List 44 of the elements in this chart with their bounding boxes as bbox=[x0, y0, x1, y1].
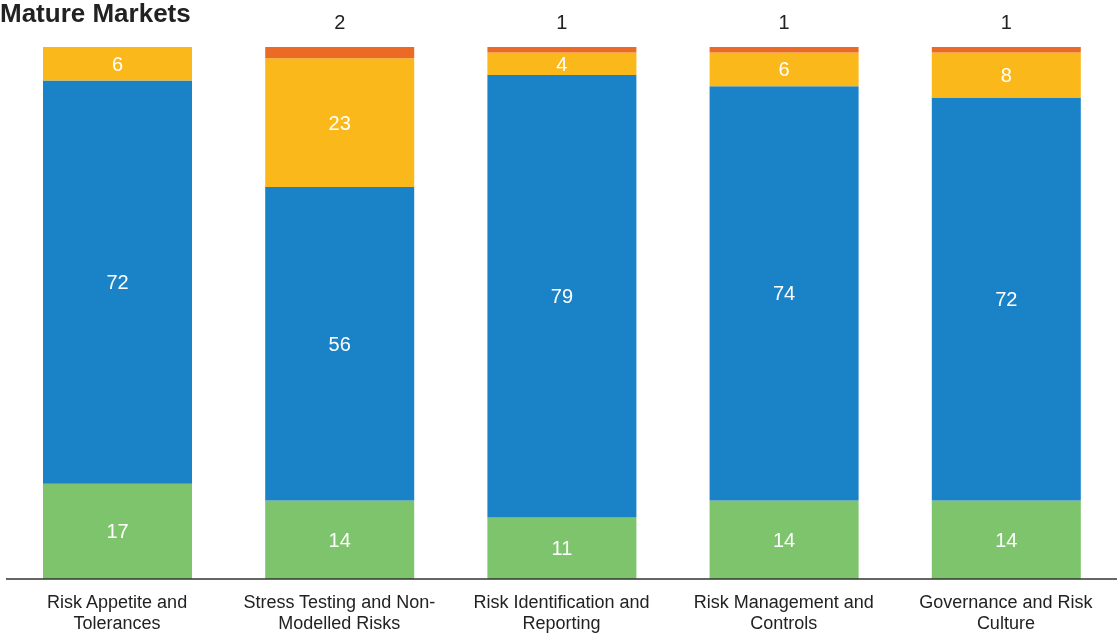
data-label: 17 bbox=[106, 520, 129, 543]
data-label: 2 bbox=[334, 11, 346, 33]
data-label: 11 bbox=[551, 537, 573, 560]
data-label: 6 bbox=[778, 58, 790, 81]
data-label: 14 bbox=[772, 528, 796, 551]
x-tick-label: Risk Management and Controls bbox=[693, 592, 874, 633]
bar bbox=[265, 187, 415, 501]
data-label: 4 bbox=[556, 52, 568, 75]
data-label: 14 bbox=[328, 528, 351, 551]
bar bbox=[709, 47, 859, 53]
x-tick-label: Governance and Risk Culture bbox=[919, 592, 1094, 633]
data-label: 6 bbox=[111, 52, 124, 75]
bar bbox=[487, 517, 637, 579]
x-tick-label: Risk Identification and Reporting bbox=[473, 592, 650, 633]
bar bbox=[487, 47, 637, 53]
data-label: 79 bbox=[550, 285, 574, 308]
bar bbox=[265, 58, 415, 187]
bar bbox=[487, 75, 637, 518]
data-label: 14 bbox=[995, 528, 1018, 551]
data-label: 1 bbox=[778, 11, 790, 33]
x-tick-label: Risk Appetite and Tolerances bbox=[47, 592, 188, 633]
bar bbox=[931, 52, 1081, 98]
bar bbox=[931, 500, 1081, 579]
data-label: 72 bbox=[995, 288, 1018, 310]
chart-title: Mature Markets bbox=[0, 0, 191, 28]
data-label: 72 bbox=[106, 271, 129, 294]
data-label: 23 bbox=[328, 111, 351, 134]
data-label: 1 bbox=[1000, 11, 1012, 33]
bar bbox=[43, 80, 192, 484]
bar bbox=[709, 500, 859, 579]
bar bbox=[487, 52, 637, 75]
data-label: 56 bbox=[328, 332, 351, 355]
x-tick-label: Stress Testing and Non-Modelled Risks bbox=[243, 592, 436, 633]
bar bbox=[265, 500, 415, 579]
data-label: 8 bbox=[1000, 64, 1012, 86]
data-label: 1 bbox=[556, 11, 568, 33]
bar bbox=[931, 47, 1081, 53]
bar bbox=[43, 483, 192, 579]
data-label: 74 bbox=[772, 282, 796, 305]
bar bbox=[931, 97, 1081, 501]
bar bbox=[265, 47, 415, 59]
bar bbox=[709, 86, 859, 501]
bar bbox=[43, 47, 192, 81]
bar bbox=[709, 52, 859, 87]
